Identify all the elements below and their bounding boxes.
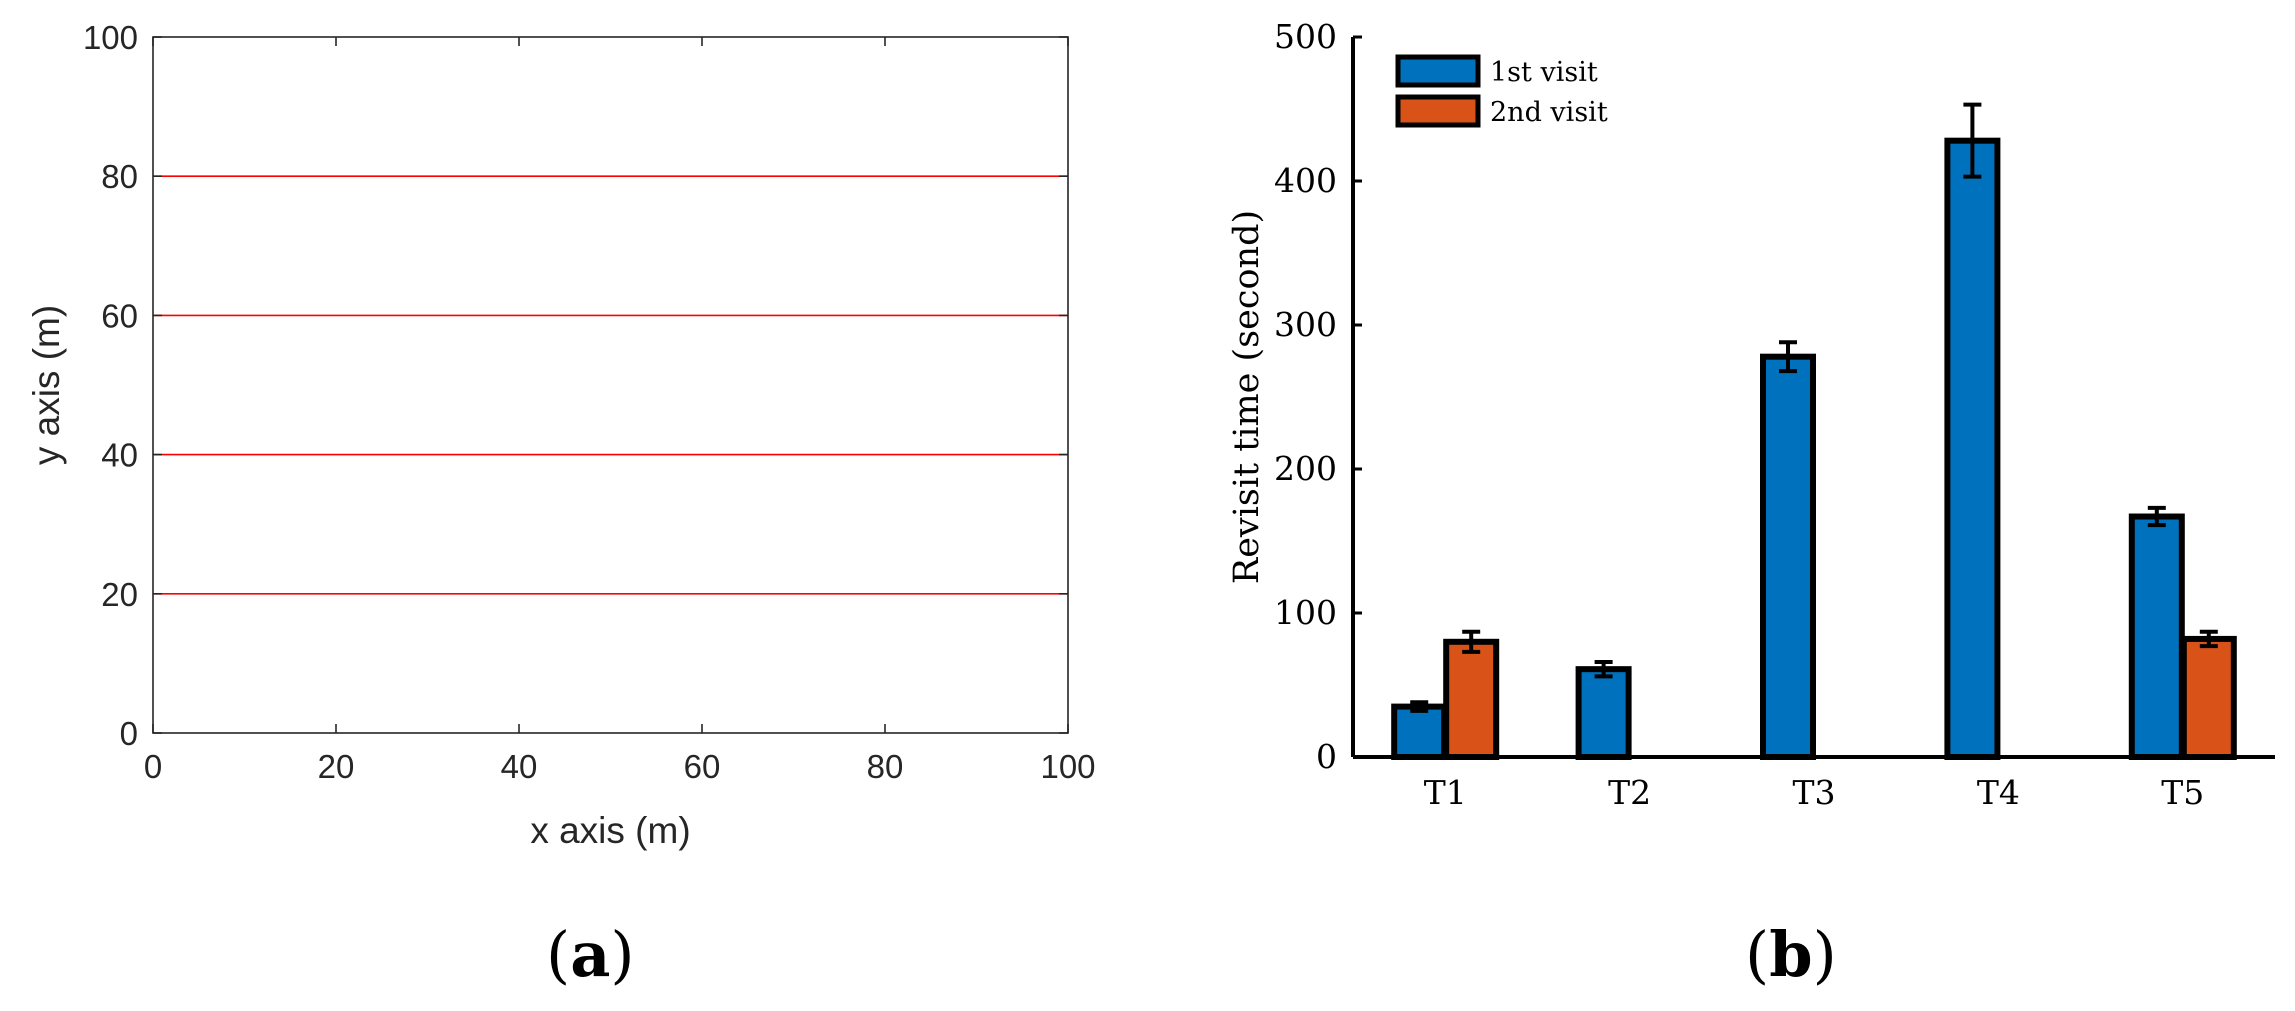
bar-T1-series-1 [1391, 703, 1448, 760]
panel-b-letter: b [1769, 918, 1813, 991]
y-tick-label: 80 [101, 158, 138, 195]
x-tick-label: 40 [501, 748, 538, 785]
x-tick-label-T2: T2 [1608, 773, 1651, 812]
y-tick-label: 400 [1274, 161, 1337, 200]
y-tick-label: 60 [101, 297, 138, 334]
panel-a-chart: 0 20 40 60 80 100 0 20 40 60 80 100 x axis (m) y axis… [26, 19, 1096, 851]
y-tick-label: 200 [1274, 449, 1337, 488]
legend-swatch-1 [1395, 54, 1481, 88]
y-axis-label: y axis (m) [26, 305, 67, 465]
x-tick-label: 20 [318, 748, 355, 785]
bar-T3-series-1 [1760, 353, 1816, 760]
panel-b-label: (b) [1745, 918, 1837, 991]
y-tick-label: 0 [1316, 737, 1337, 776]
x-tick-label-T4: T4 [1977, 773, 2020, 812]
x-tick-label: 80 [867, 748, 904, 785]
bar-T1-series-2 [1443, 638, 1500, 760]
y-tick-label: 40 [101, 437, 138, 474]
y-tick-label: 0 [120, 715, 138, 752]
bar-T4-series-1 [1944, 137, 2001, 760]
legend-label-2: 2nd visit [1490, 97, 1608, 128]
panel-a-label: (a) [546, 918, 635, 991]
panel-b-chart: T1 T2 T3 T4 T5 0 100 200 300 400 500 Revisit time (… [1227, 17, 2275, 812]
y-axis-label: Revisit time (second) [1227, 210, 1267, 584]
x-axis-label: x axis (m) [530, 810, 690, 851]
y-tick-label: 100 [83, 19, 138, 56]
bar-T2-series-1 [1575, 666, 1632, 760]
x-tick-label: 100 [1040, 748, 1095, 785]
x-tick-label-T3: T3 [1792, 773, 1835, 812]
x-tick-label-T1: T1 [1424, 773, 1467, 812]
bar-T5-series-2 [2180, 635, 2237, 760]
bar-T5-series-1 [2128, 513, 2185, 761]
legend-label-1: 1st visit [1490, 57, 1598, 88]
panel-a-letter: a [570, 918, 611, 991]
axes-box [152, 36, 1069, 734]
x-tick-label: 0 [144, 748, 162, 785]
x-tick-label: 60 [684, 748, 721, 785]
legend-swatch-2 [1395, 94, 1481, 128]
y-tick-label: 500 [1274, 17, 1337, 56]
x-tick-label-T5: T5 [2161, 773, 2204, 812]
y-tick-label: 20 [101, 576, 138, 613]
y-tick-label: 100 [1274, 593, 1337, 632]
y-tick-label: 300 [1274, 305, 1337, 344]
